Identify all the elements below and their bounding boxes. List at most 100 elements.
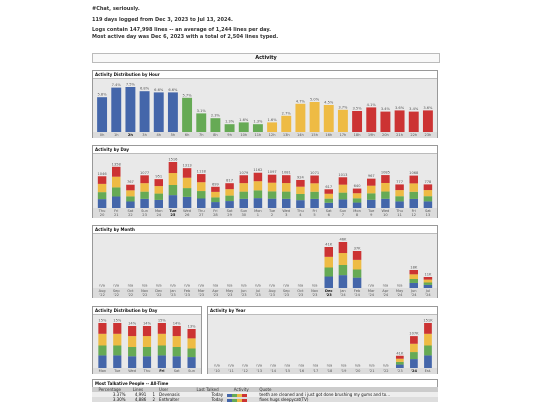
- bar-segment: [395, 364, 404, 368]
- tick-label: Oct: [127, 289, 134, 293]
- data-label: n/a: [383, 364, 389, 368]
- tick-label: '23: [198, 293, 204, 297]
- tick-label: 2: [271, 213, 273, 217]
- data-label: 924: [297, 175, 305, 179]
- tick-label: Thu: [197, 209, 205, 213]
- bar-segment: [367, 199, 376, 208]
- tick-label: '24: [411, 293, 417, 297]
- bar-segment: [225, 201, 234, 208]
- data-label: n/a: [170, 284, 176, 288]
- bar-segment: [423, 190, 433, 197]
- data-label: 7.4%: [112, 83, 122, 87]
- bar-segment: [211, 197, 220, 203]
- bar-segment: [154, 193, 163, 200]
- data-label: 151K: [423, 319, 433, 323]
- tick-label: Sat: [227, 209, 233, 213]
- bar-segment: [338, 184, 348, 193]
- bar-segment: [310, 198, 319, 208]
- bar-segment: [409, 279, 418, 283]
- tick-label: Fri: [159, 369, 164, 373]
- tick-label: Tue: [169, 209, 177, 213]
- bar: [111, 87, 122, 132]
- data-label: n/a: [284, 364, 290, 368]
- tick-label: 23: [142, 213, 147, 217]
- data-label: n/a: [341, 364, 347, 368]
- data-label: n/a: [327, 364, 333, 368]
- bar-segment: [338, 265, 348, 276]
- row-quote: fixes hugs sleepycat(TV): [259, 397, 309, 402]
- data-label: 778: [424, 180, 432, 184]
- bar: [125, 87, 136, 132]
- data-label: 3.5%: [353, 107, 363, 111]
- bar-segment: [140, 175, 149, 184]
- activity-by-year-chart: n/a'10n/a'11n/a'12n/a'13n/a'14n/a'15n/a'…: [208, 319, 437, 374]
- bar-segment: [168, 162, 178, 174]
- activity-by-month-panel: Activity by Month n/a Aug '22 n/a Sep '22 n/a O…: [92, 225, 438, 298]
- bar-segment: [126, 196, 135, 202]
- bar: [422, 110, 433, 132]
- tick-label: '13: [256, 369, 262, 373]
- bar-segment: [424, 333, 432, 346]
- tick-label: 11: [397, 213, 402, 217]
- tick-label: Jan: [169, 289, 176, 293]
- row-lines: 4,886: [134, 397, 147, 402]
- panel-title: Activity by Year: [208, 307, 437, 315]
- bar-segment: [395, 190, 404, 197]
- tick-label: 26: [185, 213, 190, 217]
- bar: [352, 111, 363, 132]
- data-label: n/a: [270, 364, 276, 368]
- data-label: 14%: [128, 322, 137, 326]
- panel-title: Activity Distribution by Day: [93, 307, 201, 315]
- activity-by-day-panel: Activity by Day 1046 Thu 20 1358 Fri 21 767 Sat…: [92, 145, 438, 218]
- tick-label: Wed: [128, 369, 136, 373]
- bar-segment: [282, 191, 291, 199]
- data-label: 777: [396, 180, 403, 184]
- bar-segment: [324, 256, 333, 268]
- tick-label: 0h: [100, 133, 105, 137]
- tick-label: Apr: [382, 289, 389, 293]
- bar-segment: [239, 191, 248, 199]
- data-label: n/a: [383, 284, 389, 288]
- bar-segment: [324, 193, 333, 199]
- bar-segment: [296, 193, 305, 201]
- tick-label: 1: [257, 213, 259, 217]
- tick-label: 8: [356, 213, 359, 217]
- bar-segment: [424, 345, 432, 356]
- bar-segment: [324, 202, 333, 208]
- bar-segment: [395, 184, 404, 191]
- bar-segment: [338, 253, 348, 265]
- row-activity-bar: [225, 397, 257, 402]
- tick-label: '23: [184, 293, 190, 297]
- tick-label: '19: [341, 369, 347, 373]
- tick-label: '23: [312, 293, 318, 297]
- tick-label: '23: [227, 293, 233, 297]
- bar-segment: [126, 184, 135, 191]
- data-label: 5.7%: [183, 93, 193, 97]
- table-row: 3.37% 4,991 1 Devenasis Today teeth are …: [92, 392, 438, 397]
- bar-segment: [182, 177, 192, 189]
- row-percentage: 3.30%: [112, 397, 126, 402]
- data-label: 1046: [98, 172, 108, 176]
- tick-label: Jan: [339, 289, 346, 293]
- tick-label: '10: [214, 369, 220, 373]
- bar-segment: [211, 191, 220, 198]
- bar: [380, 111, 391, 132]
- bar-segment: [338, 177, 348, 185]
- tick-label: Dec: [325, 289, 333, 293]
- data-label: 4.5%: [324, 101, 334, 105]
- data-label: 46K: [339, 238, 347, 242]
- tick-label: 1h: [114, 133, 119, 137]
- tick-label: Thu: [98, 209, 106, 213]
- row-rank: 1: [148, 392, 158, 397]
- bar-segment: [282, 183, 291, 192]
- bar-segment: [113, 355, 122, 368]
- bar-segment: [98, 345, 107, 356]
- data-label: 37K: [354, 247, 362, 251]
- bar-segment: [187, 357, 196, 368]
- tick-label: '15: [285, 369, 291, 373]
- bar: [267, 122, 278, 132]
- tick-label: Sun: [141, 209, 148, 213]
- data-label: 6.6%: [154, 88, 164, 92]
- bar-segment: [197, 198, 206, 208]
- bar-segment: [172, 336, 181, 347]
